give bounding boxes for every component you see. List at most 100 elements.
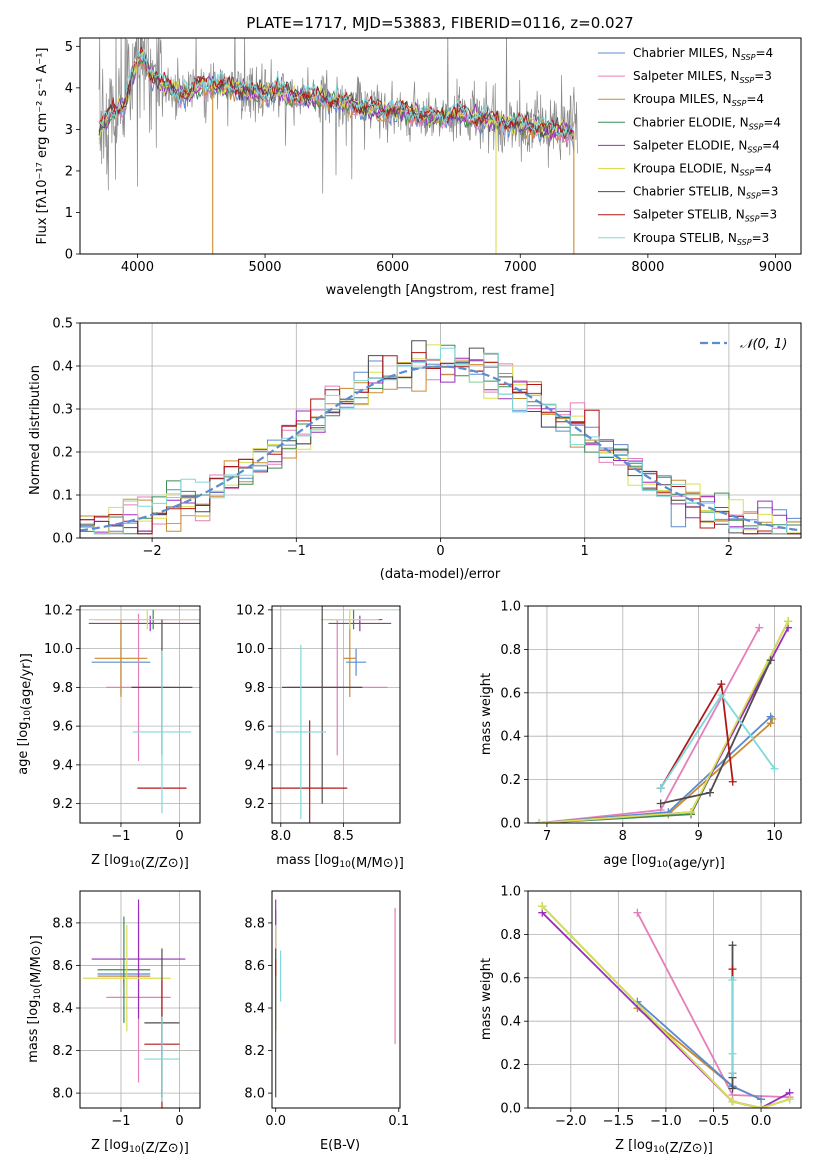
- plot-area: [275, 899, 396, 1098]
- y-tick-label: 9.8: [52, 681, 73, 696]
- axes-frame: [271, 890, 401, 1109]
- y-tick-label: 9.6: [244, 720, 265, 735]
- x-tick-label: −2: [143, 544, 162, 559]
- legend-entry: Salpeter ELODIE, NSSP=4: [633, 138, 780, 154]
- x-tick-label: 10: [766, 829, 783, 844]
- y-tick-label: 0.8: [500, 643, 521, 658]
- y-tick-label: 8.8: [52, 916, 73, 931]
- y-tick-label: 0.5: [52, 317, 73, 332]
- y-tick-label: 5: [65, 40, 73, 55]
- y-tick-label: 0.2: [52, 446, 73, 461]
- y-tick-label: 0.4: [52, 360, 73, 375]
- x-tick-label: 0.1: [388, 1114, 409, 1129]
- y-tick-label: 9.4: [52, 758, 73, 773]
- errorbar-point: [346, 648, 367, 676]
- legend-entry: Chabrier MILES, NSSP=4: [633, 46, 773, 62]
- errorbar-point: [97, 916, 151, 1023]
- x-axis-label: wavelength [Angstrom, rest frame]: [326, 283, 555, 298]
- y-tick-label: 0.6: [500, 971, 521, 986]
- mass-weight-marker: [728, 1069, 737, 1078]
- axes-age-vs-mass: 8.0 8.5 9.2 9.4 9.6 9.8 10.0 10.2: [236, 603, 401, 844]
- y-tick-label: 0.2: [500, 1058, 521, 1073]
- legend-entry: Chabrier STELIB, NSSP=3: [633, 185, 778, 201]
- x-tick-label: 4000: [121, 260, 154, 275]
- y-tick-label: 8.6: [52, 959, 73, 974]
- x-tick-label: 9: [694, 829, 702, 844]
- y-tick-label: 0.8: [500, 928, 521, 943]
- x-tick-label: 1: [581, 544, 589, 559]
- y-tick-label: 8.6: [244, 959, 265, 974]
- errorbar-point: [82, 925, 171, 1032]
- y-tick-label: 0.2: [500, 773, 521, 788]
- mass-weight-series: [541, 905, 790, 1108]
- errorbar-point: [132, 650, 192, 814]
- mass-weight-marker: [706, 788, 714, 797]
- x-axis-label: (data-model)/error: [380, 567, 501, 582]
- x-tick-label: −0.5: [698, 1114, 730, 1129]
- y-tick-label: 10.0: [236, 642, 265, 657]
- y-tick-label: 9.2: [244, 797, 265, 812]
- axes-frame: [79, 37, 802, 255]
- axes-frame: [79, 890, 201, 1109]
- legend-entry: Kroupa STELIB, NSSP=3: [633, 231, 769, 247]
- normal-curve: [80, 365, 801, 532]
- x-tick-label: −1: [287, 544, 306, 559]
- x-tick-label: 6000: [376, 260, 409, 275]
- x-axis-label: E(B-V): [320, 1138, 360, 1153]
- mass-weight-marker: [728, 1049, 737, 1058]
- mass-weight-marker: [717, 680, 726, 689]
- x-tick-label: 0.0: [265, 1114, 286, 1129]
- mass-weight-marker: [766, 712, 775, 721]
- errorbar-point: [88, 615, 200, 632]
- plot-area: [98, 38, 578, 254]
- x-axis-label: age [log10(age/yr)]: [603, 853, 725, 871]
- y-tick-label: 0.0: [500, 817, 521, 832]
- x-tick-label: 0: [175, 1114, 183, 1129]
- mass-weight-marker: [728, 1084, 737, 1093]
- y-tick-label: 0.3: [52, 403, 73, 418]
- x-axis-label: mass [log10(M/M⊙)]: [276, 853, 404, 871]
- mass-weight-marker: [535, 819, 544, 823]
- axes-frame: [271, 605, 401, 824]
- y-tick-label: 9.2: [52, 797, 73, 812]
- mass-weight-marker: [656, 784, 665, 793]
- x-tick-label: 7: [543, 829, 551, 844]
- y-tick-label: 9.4: [244, 758, 265, 773]
- mass-weight-marker: [757, 1095, 766, 1104]
- y-tick-label: 8.0: [244, 1087, 265, 1102]
- y-axis-label: age [log10(age/yr)]: [16, 653, 34, 775]
- x-tick-label: −1.5: [603, 1114, 635, 1129]
- mass-weight-marker: [785, 1095, 794, 1104]
- x-tick-label: 7000: [504, 260, 537, 275]
- mass-weight-marker: [728, 777, 737, 786]
- y-tick-label: 1.0: [500, 885, 521, 900]
- y-tick-label: 9.6: [52, 720, 73, 735]
- axes-frame: [527, 605, 802, 824]
- model-spectrum-kroupa-stelib: [98, 48, 575, 138]
- legend: Chabrier MILES, NSSP=4 Salpeter MILES, NS…: [598, 46, 781, 247]
- legend-entry: Chabrier ELODIE, NSSP=4: [633, 115, 781, 131]
- mass-weight-marker: [728, 965, 737, 974]
- y-tick-label: 10.2: [44, 603, 73, 618]
- y-tick-label: 8.2: [52, 1044, 73, 1059]
- axes-residuals: −2 −1 0 1 2 0.0 0.1 0.2 0.3 0.4 0.5: [52, 317, 802, 559]
- axes-mw-vs-z: −2.0 −1.5 −1.0 −0.5 0.0 0.0 0.2 0.4 0.6 0.8 1.0: [500, 885, 802, 1129]
- legend-entry: Kroupa MILES, NSSP=4: [633, 92, 764, 108]
- y-tick-label: 1.0: [500, 600, 521, 615]
- axes-mass-vs-ebv: 0.0 0.1 8.0 8.2 8.4 8.6 8.8: [244, 890, 409, 1129]
- x-tick-label: −1: [111, 1114, 130, 1129]
- x-tick-label: −1.0: [650, 1114, 682, 1129]
- errorbar-point: [320, 609, 379, 630]
- y-axis-label: mass [log10(M/M⊙)]: [26, 935, 44, 1063]
- y-tick-label: 4: [65, 81, 73, 96]
- x-axis-label: Z [log10(Z/Z⊙)]: [91, 1138, 189, 1156]
- axes-age-vs-z: −1 0 9.2 9.4 9.6 9.8 10.0 10.2: [44, 603, 201, 844]
- y-tick-label: 8.4: [52, 1002, 73, 1017]
- errorbar-point: [343, 619, 357, 698]
- y-tick-label: 0.0: [500, 1102, 521, 1117]
- mass-weight-marker: [687, 808, 696, 817]
- x-tick-label: 8: [619, 829, 627, 844]
- x-tick-label: −2.0: [555, 1114, 587, 1129]
- mass-weight-marker: [755, 623, 764, 632]
- y-tick-label: 8.4: [244, 1002, 265, 1017]
